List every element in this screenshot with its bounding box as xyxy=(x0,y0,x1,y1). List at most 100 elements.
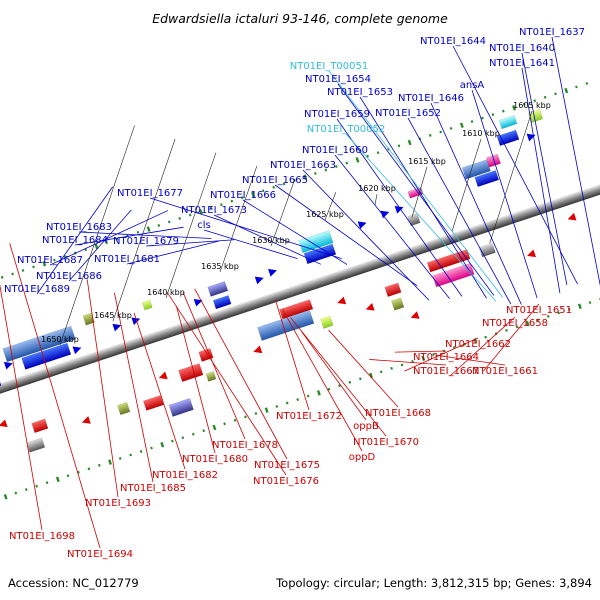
kbp-scale-label: 1645 kbp xyxy=(94,311,132,320)
lower-tick-mark xyxy=(66,474,70,478)
reverse-gene-label: NT01EI_1658 xyxy=(482,318,548,329)
forward-arrowhead xyxy=(357,221,367,230)
gene-arrow-blue xyxy=(21,342,72,370)
gene-box-grey xyxy=(478,242,496,258)
lower-tick-mark xyxy=(202,429,206,433)
kbp-scale-label: 1615 kbp xyxy=(408,157,446,166)
reverse-arrowhead xyxy=(158,371,168,380)
lower-tick-mark xyxy=(223,422,226,426)
upper-tick-mark xyxy=(42,260,47,267)
upper-tick-mark xyxy=(11,272,14,276)
upper-tick-mark xyxy=(449,126,453,130)
lower-tick-mark xyxy=(359,377,362,381)
forward-arrowhead xyxy=(526,133,536,142)
reverse-arrowhead xyxy=(81,416,91,424)
reverse-gene-label-leader xyxy=(9,243,101,549)
gene-box-lime xyxy=(141,299,153,311)
upper-tick-mark xyxy=(324,168,328,172)
forward-gene-label-leader xyxy=(471,89,538,299)
reverse-gene-label: NT01EI_1672 xyxy=(276,411,342,422)
forward-gene-label: NT01EI_1681 xyxy=(94,254,160,265)
upper-tick-mark xyxy=(376,151,380,155)
forward-arrowhead xyxy=(394,205,404,214)
reverse-gene-label: NT01EI_1680 xyxy=(182,454,248,465)
forward-gene-label-leader xyxy=(521,52,568,285)
lower-tick-mark xyxy=(567,308,571,311)
lower-tick-mark xyxy=(264,407,269,413)
upper-tick-mark xyxy=(251,191,255,198)
reverse-arrowhead xyxy=(567,212,577,221)
forward-gene-label-leader xyxy=(68,209,132,282)
lower-tick-mark xyxy=(150,446,153,450)
upper-tick-mark xyxy=(136,230,140,234)
feature-track xyxy=(0,81,600,500)
gene-box-pink xyxy=(407,186,424,199)
kbp-tick-leader xyxy=(324,192,337,221)
trna-gene-label-leader xyxy=(345,133,497,302)
gene-box-cyan xyxy=(498,114,518,130)
reverse-arrowhead xyxy=(0,419,8,428)
reverse-gene-label: oppD xyxy=(349,452,376,463)
reverse-gene-label-leader xyxy=(182,292,246,440)
forward-gene-label: NT01EI_1646 xyxy=(398,93,464,104)
forward-gene-label: NT01EI_1641 xyxy=(489,58,555,69)
forward-gene-label-leader xyxy=(78,231,212,239)
lower-tick-mark xyxy=(390,366,393,370)
forward-gene-label-leader xyxy=(49,210,169,266)
lower-tick-mark xyxy=(171,439,174,443)
lower-tick-mark xyxy=(275,405,279,408)
upper-tick-mark xyxy=(261,189,265,193)
gene-box-purple xyxy=(207,280,229,297)
reverse-gene-label: NT01EI_1664 xyxy=(413,352,479,363)
upper-tick-mark xyxy=(554,92,557,96)
reverse-arrowhead xyxy=(527,249,536,258)
trna-gene-label: NT01EI_T00051 xyxy=(290,61,369,72)
gene-arrow-red xyxy=(142,395,164,411)
forward-gene-label: NT01EI_1673 xyxy=(181,205,247,216)
reverse-gene-label: NT01EI_1682 xyxy=(152,470,218,481)
upper-tick-mark xyxy=(459,122,464,128)
upper-tick-mark xyxy=(230,199,234,203)
reverse-arrowhead xyxy=(365,303,375,311)
gene-box-steel xyxy=(257,309,315,341)
lower-tick-mark xyxy=(327,387,331,391)
lower-tick-mark xyxy=(181,436,185,440)
lower-tick-mark xyxy=(505,328,508,332)
accession-text: Accession: NC_012779 xyxy=(8,576,139,590)
forward-gene-label-leader xyxy=(242,199,348,265)
forward-arrowhead xyxy=(380,210,390,219)
lower-tick-mark xyxy=(557,311,561,315)
upper-tick-mark xyxy=(198,209,203,215)
lower-tick-mark xyxy=(45,481,49,485)
upper-tick-mark xyxy=(188,213,192,217)
upper-tick-mark xyxy=(167,220,171,224)
lower-tick-mark xyxy=(24,488,28,492)
forward-gene-label: NT01EI_1637 xyxy=(519,27,585,38)
upper-tick-mark xyxy=(439,130,443,134)
forward-gene-label-leader xyxy=(213,214,322,265)
gene-box-olive xyxy=(391,297,405,311)
forward-gene-label-leader xyxy=(407,117,512,305)
reverse-gene-label: NT01EI_1678 xyxy=(212,440,278,451)
reverse-gene-label: NT01EI_1676 xyxy=(253,476,319,487)
kbp-scale-label: 1610 kbp xyxy=(462,129,500,138)
kbp-scale-label: 1620 kbp xyxy=(358,184,396,193)
genome-backbone xyxy=(0,170,600,408)
forward-gene-label-leader xyxy=(430,102,522,305)
forward-gene-label-leader xyxy=(359,96,487,299)
trna-gene-label: NT01EI_T00052 xyxy=(307,124,386,135)
trna-gene-label-leader xyxy=(328,70,504,298)
forward-gene-label: NT01EI_1663 xyxy=(270,160,336,171)
forward-arrowhead xyxy=(112,323,122,332)
upper-tick-mark xyxy=(345,161,349,165)
gene-labels-layer: 1605 kbp 1610 kbp 1615 kbp 1620 kbp 1625 kbp… xyxy=(4,27,585,560)
upper-tick-mark xyxy=(282,182,286,186)
gene-box-grey xyxy=(26,437,46,453)
forward-gene-label: NT01EI_1677 xyxy=(117,188,183,199)
forward-gene-label: NT01EI_1687 xyxy=(17,255,83,266)
lower-tick-mark xyxy=(108,459,112,465)
map-title: Edwardsiella ictaluri 93-146, complete g… xyxy=(152,11,448,26)
reverse-gene-label: NT01EI_1661 xyxy=(472,366,538,377)
lower-tick-mark xyxy=(3,493,8,500)
